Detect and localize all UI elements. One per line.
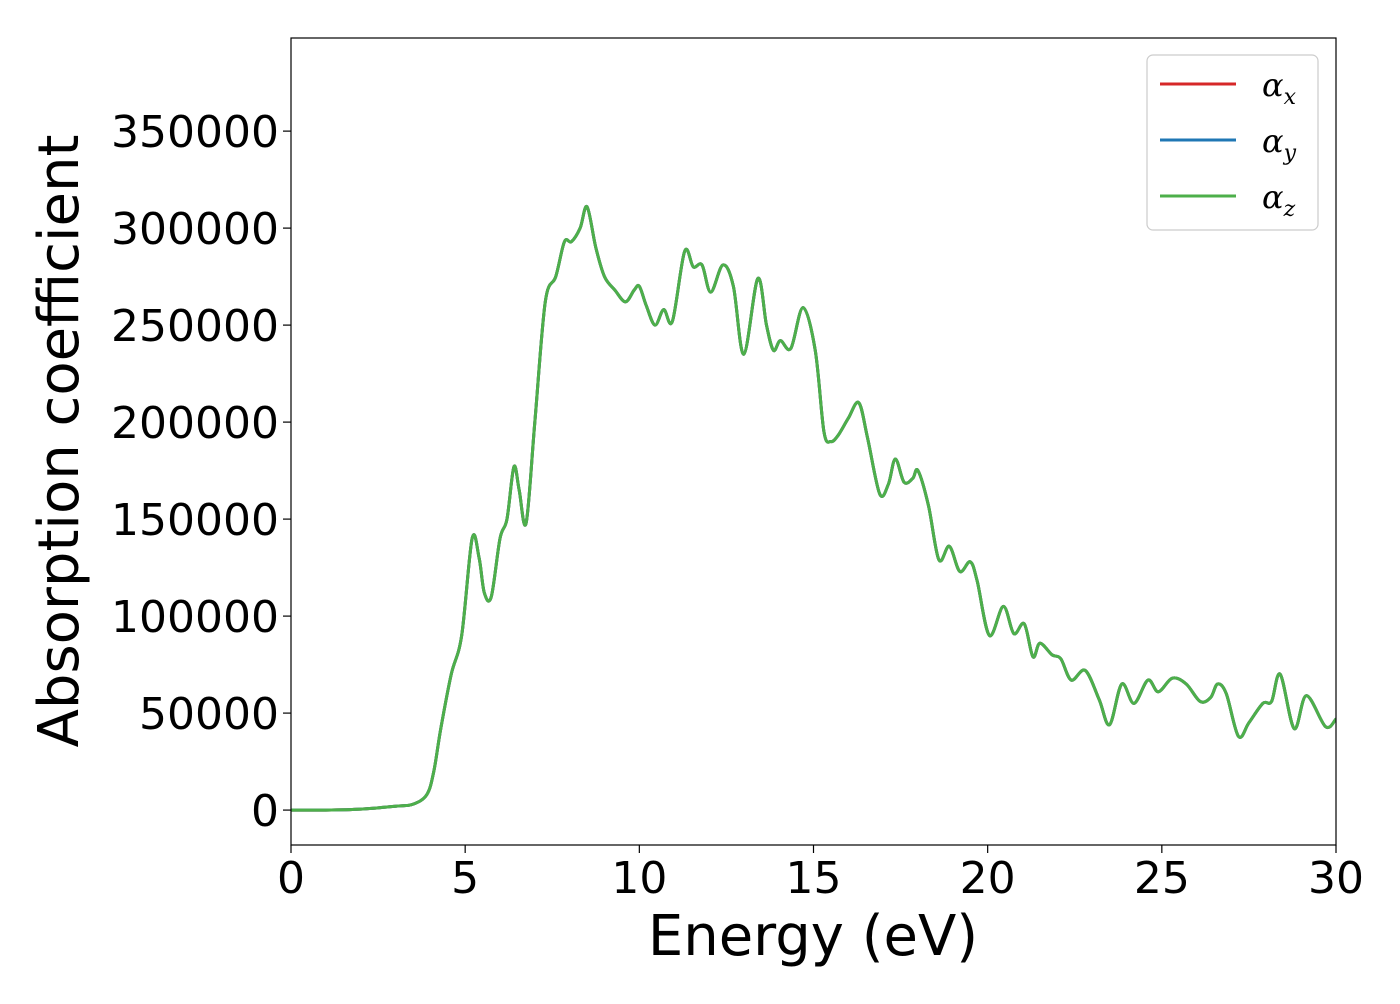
x-tick-label: 5 — [451, 853, 479, 904]
x-tick-label: 25 — [1134, 853, 1190, 904]
x-tick-label: 20 — [960, 853, 1016, 904]
series-line-alpha-z — [291, 205, 1336, 812]
legend-label-alpha-x: αx — [1262, 66, 1297, 110]
legend-box — [1146, 54, 1319, 231]
y-tick-label: 300000 — [111, 204, 279, 255]
y-tick-label: 150000 — [111, 495, 279, 546]
series-line-alpha-y — [291, 205, 1336, 812]
y-tick-label: 200000 — [111, 398, 279, 449]
x-tick-label: 0 — [277, 853, 305, 904]
legend-label-alpha-y: αy — [1262, 122, 1297, 166]
x-axis-label: Energy (eV) — [648, 904, 978, 969]
x-axis-ticks: 0 5 10 15 20 25 30 — [277, 845, 1364, 904]
x-tick-label: 30 — [1308, 853, 1364, 904]
series-line-alpha-x — [291, 205, 1336, 812]
y-tick-label: 0 — [251, 786, 279, 837]
y-tick-label: 350000 — [111, 107, 279, 158]
x-tick-label: 15 — [786, 853, 842, 904]
y-tick-label: 100000 — [111, 592, 279, 643]
y-tick-label: 250000 — [111, 301, 279, 352]
y-tick-label: 50000 — [139, 689, 279, 740]
y-axis-ticks: 0 50000 100000 150000 200000 250000 300000 3500… — [111, 107, 291, 837]
x-tick-label: 10 — [611, 853, 667, 904]
y-axis-label: Absorption coefficient — [27, 135, 92, 748]
